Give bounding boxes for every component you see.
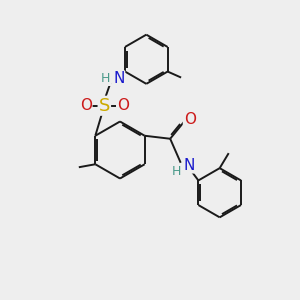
Text: H: H xyxy=(172,165,181,178)
Text: O: O xyxy=(184,112,196,127)
Text: O: O xyxy=(117,98,129,113)
Text: N: N xyxy=(113,71,124,86)
Text: N: N xyxy=(184,158,195,173)
Text: O: O xyxy=(80,98,92,113)
Text: H: H xyxy=(101,72,110,85)
Text: S: S xyxy=(99,97,110,115)
